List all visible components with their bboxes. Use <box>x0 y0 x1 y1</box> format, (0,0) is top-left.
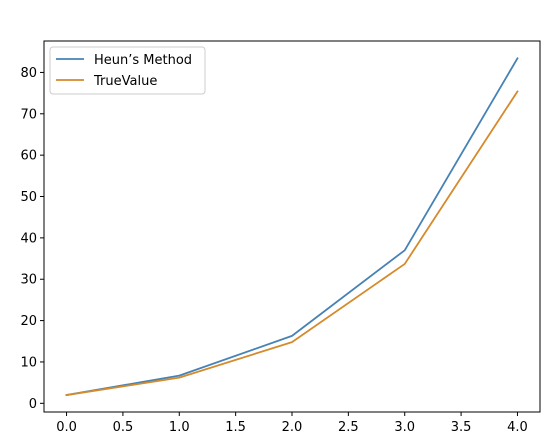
x-tick-label: 3.0 <box>394 420 415 435</box>
x-tick-label: 0.5 <box>113 420 134 435</box>
series-layer <box>65 57 519 397</box>
x-tick-label: 1.0 <box>169 420 190 435</box>
y-tick-label: 40 <box>20 231 37 246</box>
y-tick-label: 80 <box>20 66 37 81</box>
x-tick-label: 0.0 <box>56 420 77 435</box>
x-axis-ticks: 0.0 0.5 1.0 1.5 2.0 2.5 3.0 3.5 4.0 <box>56 412 528 435</box>
x-tick-label: 3.5 <box>451 420 472 435</box>
y-tick-label: 30 <box>20 273 37 288</box>
x-tick-label: 4.0 <box>507 420 528 435</box>
y-tick-label: 0 <box>29 397 37 412</box>
legend-label-heuns-method: Heun’s Method <box>94 53 192 68</box>
series-line-heun-s-method <box>65 57 519 397</box>
y-tick-label: 60 <box>20 149 37 164</box>
x-tick-label: 2.5 <box>338 420 359 435</box>
y-tick-label: 10 <box>20 355 37 370</box>
legend-box <box>49 46 206 95</box>
series-line-truevalue <box>65 90 519 397</box>
plot-frame <box>43 40 541 413</box>
y-tick-label: 20 <box>20 314 37 329</box>
plot-area <box>44 41 540 412</box>
y-tick-label: 50 <box>20 190 37 205</box>
y-axis-ticks: 0 10 20 30 40 50 60 70 80 <box>20 66 44 412</box>
legend: Heun’s Method TrueValue <box>49 46 206 95</box>
legend-label-truevalue: TrueValue <box>93 74 157 89</box>
x-tick-label: 1.5 <box>225 420 246 435</box>
y-tick-label: 70 <box>20 107 37 122</box>
x-tick-label: 2.0 <box>282 420 303 435</box>
